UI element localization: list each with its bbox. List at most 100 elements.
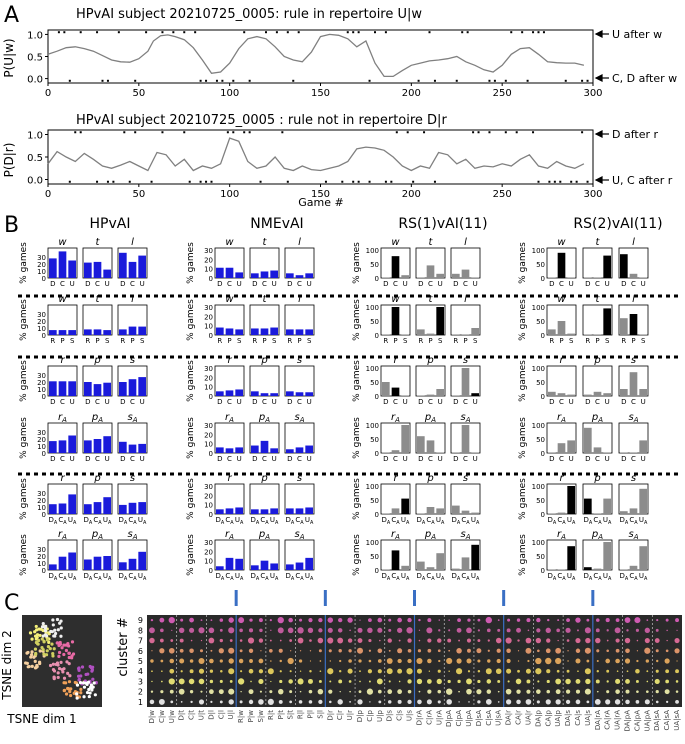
event-dot-top [297, 31, 300, 34]
cluster-dot [288, 679, 293, 684]
cluster-dot [249, 659, 253, 663]
bar-category-label: UA [235, 516, 244, 526]
tsne-point [48, 663, 53, 668]
cluster-dot [516, 689, 521, 694]
event-dot-top [472, 131, 475, 134]
bar [260, 393, 269, 396]
bar-category-label: S [569, 337, 574, 345]
bar [235, 447, 243, 453]
cluster-dot [407, 658, 412, 664]
bar [584, 498, 592, 514]
cluster-dot [179, 638, 184, 643]
bar-category-label: D [252, 455, 257, 463]
bar [216, 391, 224, 396]
cluster-dot [248, 628, 254, 633]
bar-category-label: D [549, 280, 554, 288]
cluster-dot [448, 619, 450, 621]
cluster-dot [555, 678, 562, 685]
cluster-dot [626, 629, 629, 632]
cluster-dot [557, 639, 559, 642]
cluster-dot [636, 650, 639, 652]
tsne-point [44, 653, 49, 657]
bar-category-label: DA [451, 572, 460, 582]
event-dot-top [466, 31, 469, 34]
cluster-ylabel: cluster # [116, 617, 131, 676]
bar-ylabel: % games [352, 534, 362, 576]
cluster-tick-label: 5 [138, 657, 143, 666]
cluster-dot [319, 670, 322, 673]
tsne-point [56, 671, 60, 675]
cluster-dot [448, 649, 451, 652]
bar-ytick-label: 20 [37, 497, 46, 505]
cluster-dot [337, 699, 343, 705]
bar-ytick-label: 0 [541, 332, 545, 340]
cluster-dot [359, 619, 361, 621]
cluster-dot [267, 698, 274, 705]
bar-ytick-label: 0 [209, 275, 213, 283]
bar [401, 498, 409, 514]
bar-category-label: U [473, 455, 478, 463]
bar [270, 327, 278, 335]
bar-panel-condition: pA [591, 412, 603, 424]
cluster-dot [397, 699, 402, 704]
bar [225, 328, 234, 335]
event-dot-top [384, 31, 387, 34]
cluster-dot [438, 619, 440, 621]
cluster-dot [418, 690, 421, 693]
cluster-dot [158, 698, 165, 705]
bar-ylabel: % games [518, 534, 528, 576]
x-tick-label: 300 [583, 189, 602, 200]
bar-panel-condition: s [463, 355, 468, 366]
cluster-dot [298, 659, 303, 663]
cluster-dot [178, 678, 185, 685]
tsne-point [39, 627, 43, 631]
cluster-dot [287, 627, 294, 634]
bar [68, 381, 76, 396]
cluster-dot [537, 680, 540, 683]
bar [286, 564, 294, 570]
bar-ytick-label: 20 [204, 548, 213, 556]
cluster-tick-label: 8 [138, 626, 143, 635]
cluster-dot [567, 650, 569, 652]
cluster-dot [644, 699, 650, 705]
bar-category-label: S [307, 337, 312, 345]
bar-category-label: DA [83, 572, 92, 582]
feature-label: D|pA [445, 710, 453, 727]
tsne-point [33, 659, 37, 663]
cluster-dot [646, 670, 649, 673]
feature-label: C|l [217, 710, 225, 719]
bar-ytick-label: 10 [204, 558, 213, 566]
bar-category-label: U [272, 455, 277, 463]
bar [417, 561, 425, 570]
cluster-dot [209, 669, 214, 673]
bar-panel-frame [47, 304, 78, 336]
event-dot-bottom [581, 79, 584, 82]
cluster-dot [407, 638, 412, 643]
bar-panel-condition: t [263, 294, 268, 305]
bar [557, 393, 566, 396]
event-dot-top [183, 31, 186, 34]
event-dot-top [281, 131, 284, 134]
bar [128, 444, 137, 453]
bar-category-label: C [262, 398, 267, 406]
cluster-dot [151, 680, 153, 683]
cluster-dot [161, 670, 163, 673]
tsne-point [87, 687, 91, 692]
bar-category-label: UA [305, 516, 314, 526]
cluster-dot [220, 669, 223, 673]
feature-label: D|l [207, 710, 215, 720]
cluster-dot [515, 678, 522, 685]
tsne-point [34, 637, 38, 641]
feature-label: U|p [376, 709, 384, 721]
tsne-point [66, 671, 70, 676]
cluster-dot [507, 680, 510, 683]
cluster-dot [298, 700, 303, 704]
cluster-dot [397, 617, 402, 623]
cluster-dot [614, 627, 621, 634]
tsne-point [44, 634, 49, 638]
cluster-dot [388, 618, 392, 622]
bar-panel-condition: r [60, 355, 65, 366]
event-dot-top [63, 31, 66, 34]
cluster-dot [199, 649, 204, 653]
bar-category-label: U [403, 280, 408, 288]
